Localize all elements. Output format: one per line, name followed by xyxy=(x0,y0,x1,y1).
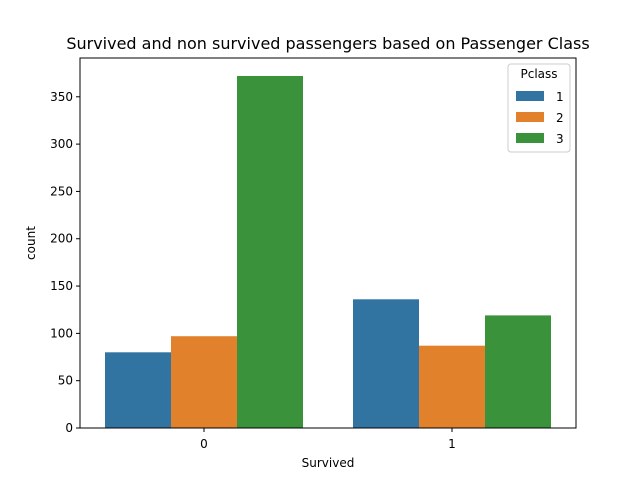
y-tick-label: 300 xyxy=(50,137,73,151)
bar-survived-0-pclass-2 xyxy=(171,336,237,428)
legend-label-pclass-3: 3 xyxy=(556,132,564,146)
legend: Pclass 1 2 3 xyxy=(507,63,571,153)
bar-survived-0-pclass-1 xyxy=(105,352,171,428)
legend-swatch-pclass-2 xyxy=(516,112,544,122)
chart-title: Survived and non survived passengers bas… xyxy=(66,34,589,53)
y-axis-label: count xyxy=(24,226,38,260)
y-tick-label: 100 xyxy=(50,326,73,340)
x-tick-label: 0 xyxy=(200,437,208,451)
legend-swatch-pclass-1 xyxy=(516,91,544,101)
bar-survived-1-pclass-3 xyxy=(485,315,551,428)
legend-label-pclass-1: 1 xyxy=(556,90,564,104)
plot-frame xyxy=(79,57,577,429)
y-tick-label: 350 xyxy=(50,90,73,104)
bars-layer xyxy=(105,75,551,428)
legend-box xyxy=(507,63,571,153)
x-axis-label: Survived xyxy=(302,456,355,470)
legend-swatch-pclass-3 xyxy=(516,133,544,143)
bar-survived-0-pclass-3 xyxy=(237,75,303,428)
bar-survived-1-pclass-1 xyxy=(353,299,419,428)
y-tick-label: 50 xyxy=(58,374,73,388)
x-tick-label: 1 xyxy=(448,437,456,451)
y-tick-label: 250 xyxy=(50,184,73,198)
y-tick-label: 200 xyxy=(50,232,73,246)
legend-items: 1 2 3 xyxy=(516,90,564,146)
y-tick-label: 0 xyxy=(65,421,73,435)
legend-title: Pclass xyxy=(520,67,557,81)
y-axis: 0 50 100 150 200 250 300 350 xyxy=(50,90,80,435)
legend-label-pclass-2: 2 xyxy=(556,111,564,125)
bar-survived-1-pclass-2 xyxy=(419,345,485,428)
y-tick-label: 150 xyxy=(50,279,73,293)
